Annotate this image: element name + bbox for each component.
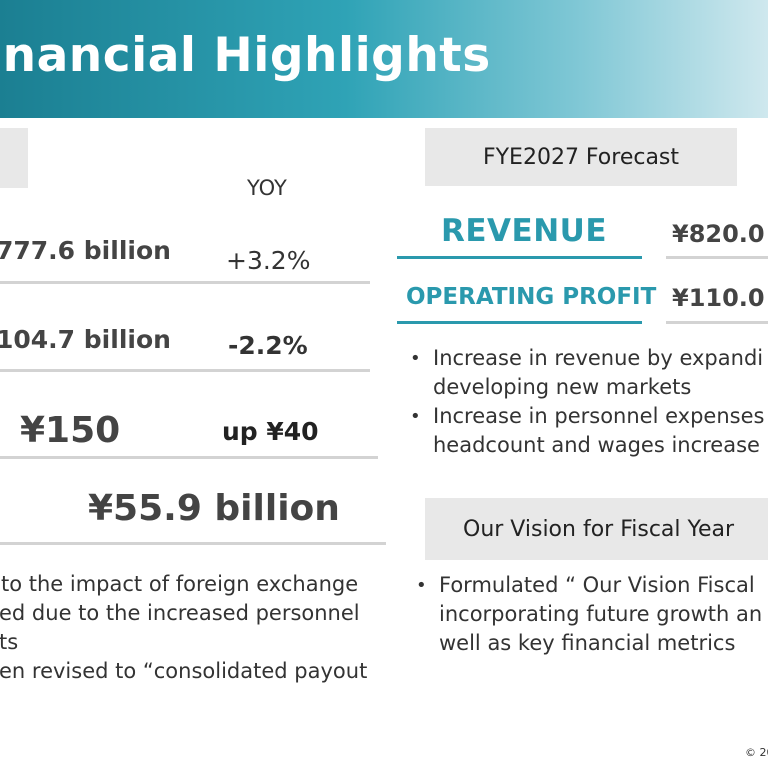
yoy-header: YOY <box>247 176 287 200</box>
vision-title: Our Vision for Fiscal Year <box>463 516 735 542</box>
forecast-bullet-1-line1: Increase in revenue by expandi <box>433 346 764 370</box>
forecast-revenue-value: ¥820.0 b <box>672 220 768 248</box>
forecast-revenue-label: REVENUE <box>441 213 608 249</box>
vision-title-box: Our Vision for Fiscal Year <box>425 498 768 560</box>
bullet-dot-icon: • <box>410 348 421 369</box>
forecast-bullets: • Increase in revenue by expandi develop… <box>410 344 765 460</box>
forecast-bullet-2-cont: headcount and wages increase <box>433 431 764 460</box>
forecast-title-box: FYE2027 Forecast <box>425 128 737 186</box>
forecast-bullet-1: • Increase in revenue by expandi <box>410 344 764 373</box>
copyright-footer: © 20 <box>745 746 768 759</box>
forecast-bullet-2-line1: Increase in personnel expenses <box>433 404 765 428</box>
dividend-change: up ¥40 <box>222 417 319 446</box>
page-title: inancial Highlights <box>0 28 491 83</box>
left-note-3: ts <box>0 630 19 654</box>
bullet-dot-icon: • <box>416 575 427 596</box>
forecast-op-value: ¥110.0 b <box>672 284 768 312</box>
forecast-op-label: OPERATING PROFIT <box>406 284 657 310</box>
forecast-bullet-1-cont: developing new markets <box>433 373 764 402</box>
bullet-dot-icon: • <box>410 406 421 427</box>
left-note-2: ed due to the increased personnel <box>0 601 360 625</box>
forecast-op-divider <box>666 321 768 324</box>
revenue-yoy: +3.2% <box>226 246 311 275</box>
forecast-op-underline <box>397 321 642 324</box>
left-section-label-box <box>0 128 28 188</box>
left-note-4: en revised to “consolidated payout <box>0 659 368 683</box>
total-divider <box>0 542 386 545</box>
forecast-bullet-2-line2: headcount and wages increase <box>433 433 760 457</box>
operating-profit-divider <box>0 369 370 372</box>
forecast-revenue-underline <box>397 256 642 259</box>
forecast-bullet-1-line2: developing new markets <box>433 375 692 399</box>
operating-profit-amount: 104.7 billion <box>0 325 171 354</box>
total-amount: ¥55.9 billion <box>88 488 340 529</box>
vision-bullet-cont-2: well as key financial metrics <box>439 629 762 658</box>
dividend-amount: ¥150 <box>20 410 121 451</box>
revenue-amount: 777.6 billion <box>0 236 171 265</box>
vision-bullet-line1: Formulated “ Our Vision Fiscal <box>439 573 755 597</box>
revenue-divider <box>0 281 370 284</box>
vision-bullet: • Formulated “ Our Vision Fiscal <box>416 571 762 600</box>
vision-bullet-line3: well as key financial metrics <box>439 631 736 655</box>
dividend-divider <box>0 456 378 459</box>
left-note-1: to the impact of foreign exchange <box>1 572 359 596</box>
forecast-bullet-2: • Increase in personnel expenses <box>410 402 765 431</box>
operating-profit-yoy: -2.2% <box>228 331 308 360</box>
vision-bullet-line2: incorporating future growth an <box>439 602 763 626</box>
header-banner: inancial Highlights <box>0 0 768 118</box>
vision-bullet-cont-1: incorporating future growth an <box>439 600 762 629</box>
forecast-revenue-divider <box>666 256 768 259</box>
forecast-title: FYE2027 Forecast <box>482 144 680 170</box>
vision-bullets: • Formulated “ Our Vision Fiscal incorpo… <box>416 571 762 658</box>
